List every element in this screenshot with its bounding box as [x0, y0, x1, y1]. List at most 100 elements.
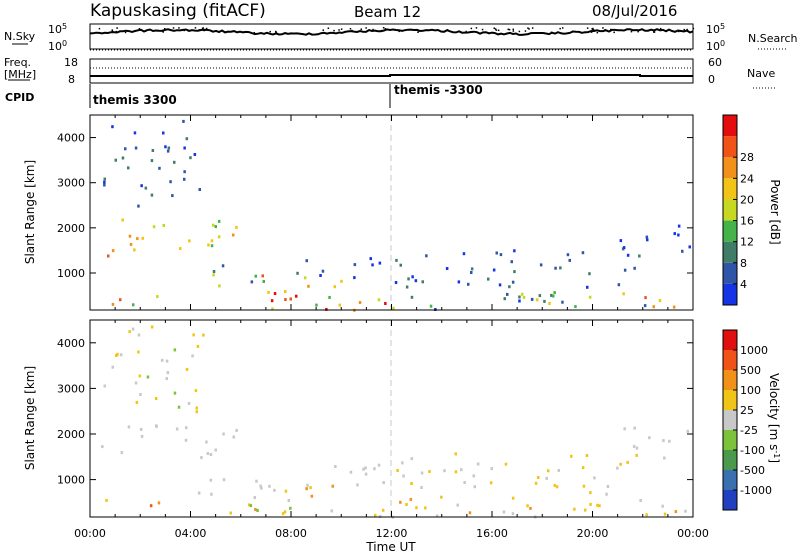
heatmap-cell [663, 512, 667, 516]
nsky-point [203, 29, 205, 32]
heatmap-cell [658, 299, 662, 303]
heatmap-cell [166, 149, 170, 153]
colorbar-segment [723, 430, 737, 450]
heatmap-cell [407, 277, 410, 281]
nsky-scatter [98, 27, 695, 34]
x-axis-label: Time UT [365, 540, 416, 554]
heatmap-cell [399, 263, 402, 267]
nsky-point [550, 31, 553, 34]
heatmap-cell [121, 156, 125, 160]
heatmap-cell [568, 258, 571, 262]
heatmap-cell [284, 290, 287, 293]
freq-trace [90, 74, 693, 77]
colorbar-segment [723, 136, 737, 158]
heatmap-cell [401, 461, 404, 465]
heatmap-cell [644, 296, 647, 300]
heatmap-cell [623, 427, 626, 431]
nave-tick-top: 60 [708, 56, 722, 69]
heatmap-cell [212, 273, 215, 277]
heatmap-cell [165, 359, 169, 363]
colorbar-tick-label: -100 [740, 444, 765, 457]
heatmap-cell [268, 484, 271, 488]
colorbar-tick-label: 8 [740, 257, 747, 270]
colorbar-segment [723, 115, 737, 137]
heatmap-cell [502, 510, 506, 514]
heatmap-cell [111, 125, 114, 129]
heatmap-cell [222, 432, 225, 436]
y-tick-label: 1000 [57, 267, 85, 280]
heatmap-cell [369, 257, 372, 261]
date-title: 08/Jul/2016 [592, 2, 677, 20]
colorbar-segment [723, 262, 737, 284]
colorbar-tick-label: 24 [740, 172, 754, 185]
nsky-point [507, 28, 509, 31]
heatmap-cell [195, 410, 198, 414]
heatmap-cell [589, 491, 592, 495]
heatmap-cell [511, 280, 515, 284]
heatmap-cell [410, 457, 413, 461]
heatmap-cell [535, 298, 539, 302]
nsky-panel [89, 23, 695, 51]
heatmap-cell [189, 156, 192, 160]
nsky-point [673, 30, 676, 33]
heatmap-cell [331, 484, 334, 488]
heatmap-cell [105, 498, 108, 502]
heatmap-cell [140, 434, 144, 438]
heatmap-cell [205, 440, 208, 444]
x-tick-label: 08:00 [275, 527, 307, 540]
heatmap-cell [381, 508, 385, 512]
heatmap-cell [373, 467, 376, 471]
heatmap-cell [674, 510, 678, 514]
nsky-point [183, 29, 185, 32]
heatmap-cell [358, 301, 362, 304]
nsky-point [653, 31, 655, 33]
heatmap-cell [661, 504, 664, 508]
freq-units: [MHz] [4, 68, 36, 81]
heatmap-cell [150, 159, 154, 163]
heatmap-cell [132, 303, 135, 307]
heatmap-cell [538, 294, 542, 298]
heatmap-cell [197, 491, 201, 495]
heatmap-cell [487, 277, 490, 281]
heatmap-cell [188, 239, 191, 243]
nsky-point [562, 27, 564, 29]
heatmap-cell [321, 269, 325, 273]
nsky-point [115, 30, 118, 33]
heatmap-cell [476, 462, 480, 466]
heatmap-cell [136, 237, 139, 241]
nsky-point [161, 29, 164, 32]
heatmap-cell [218, 284, 221, 288]
heatmap-cell [489, 481, 493, 485]
heatmap-cell [284, 489, 288, 493]
colorbar-segment [723, 370, 737, 390]
nsky-point [372, 28, 374, 31]
heatmap-cell [632, 444, 636, 448]
x-tick-label: 04:00 [175, 527, 207, 540]
heatmap-cell [349, 470, 353, 474]
heatmap-cell [271, 307, 274, 311]
heatmap-cell [217, 235, 221, 239]
heatmap-cell [623, 268, 627, 272]
heatmap-cell [160, 358, 164, 362]
heatmap-cell [662, 439, 665, 443]
heatmap-cell [202, 333, 205, 337]
heatmap-cell [120, 451, 124, 455]
colorbar-tick-label: 4 [740, 278, 747, 291]
y-tick-label: 3000 [57, 382, 85, 395]
heatmap-cell [619, 462, 622, 466]
nsky-point [475, 27, 478, 29]
heatmap-cell [555, 485, 559, 489]
heatmap-cell [127, 425, 131, 429]
heatmap-cell [206, 452, 210, 455]
nsky-tick-top: 105 [48, 22, 67, 37]
heatmap-cell [605, 492, 608, 496]
heatmap-cell [295, 294, 298, 298]
nsky-point [340, 28, 343, 30]
heatmap-cell [547, 469, 550, 473]
heatmap-cell [139, 427, 143, 431]
freq-tick-top: 18 [64, 56, 78, 69]
heatmap-cell [443, 469, 446, 473]
nsky-point [204, 29, 207, 31]
heatmap-cell [214, 225, 217, 229]
